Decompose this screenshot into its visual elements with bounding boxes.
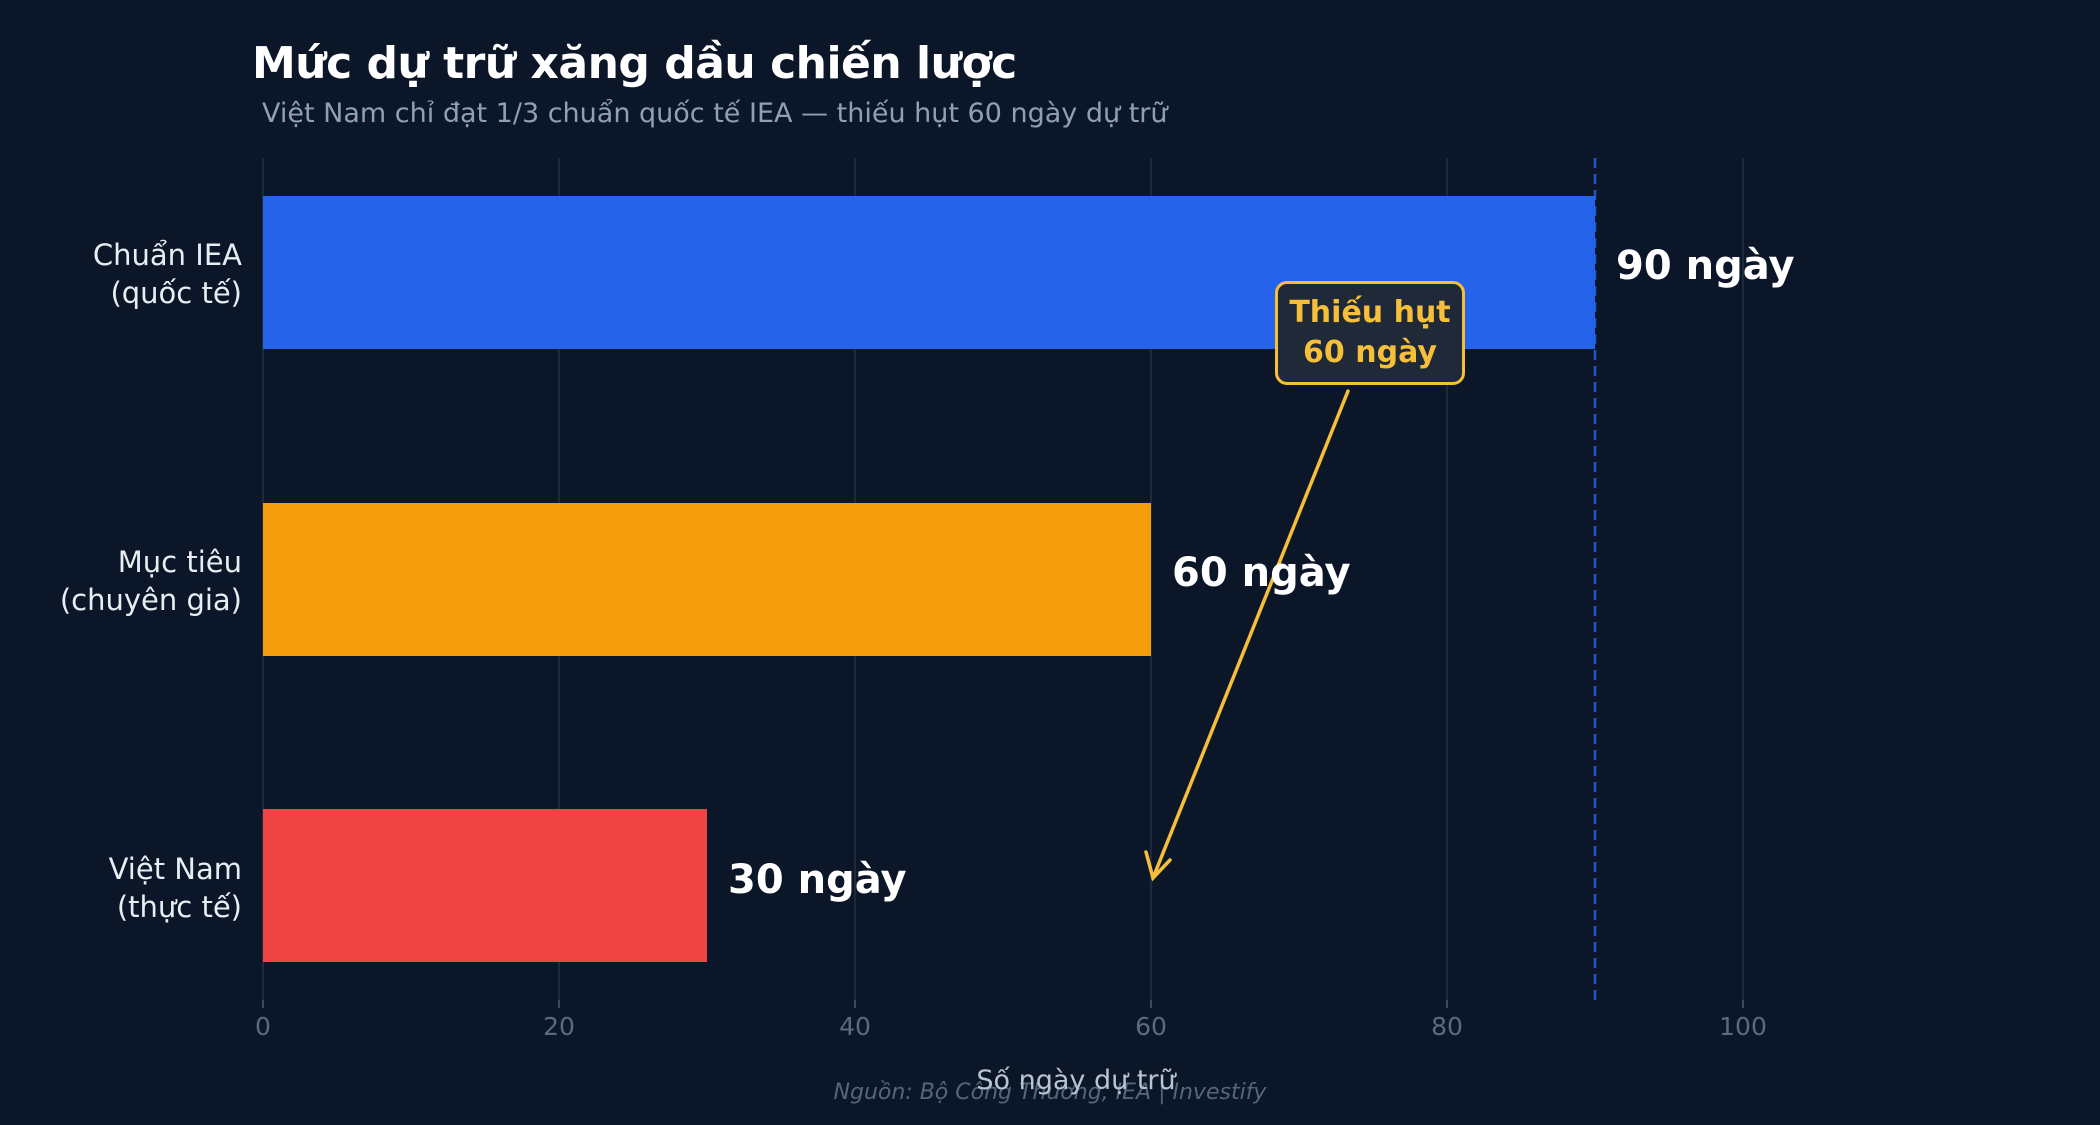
value-label-iea: 90 ngày xyxy=(1616,243,1795,289)
tick-marks xyxy=(262,1000,1744,1008)
x-tick-20: 20 xyxy=(543,1012,575,1041)
x-tick-100: 100 xyxy=(1719,1012,1767,1041)
x-tick-40: 40 xyxy=(839,1012,871,1041)
bar-target xyxy=(263,503,1151,656)
shortfall-callout: Thiếu hụt 60 ngày xyxy=(1275,281,1465,385)
chart-subtitle: Việt Nam chỉ đạt 1/3 chuẩn quốc tế IEA —… xyxy=(262,98,1168,129)
y-label-target: Mục tiêu (chuyên gia) xyxy=(59,545,242,617)
x-tick-80: 80 xyxy=(1431,1012,1463,1041)
y-label-iea: Chuẩn IEA (quốc tế) xyxy=(92,238,242,310)
x-axis-label: Số ngày dự trữ xyxy=(976,1065,1176,1096)
value-label-target: 60 ngày xyxy=(1172,550,1351,596)
chart-title: Mức dự trữ xăng dầu chiến lược xyxy=(252,38,1017,89)
annotation-arrow xyxy=(1144,389,1350,882)
source-note: Nguồn: Bộ Công Thương, IEA | Investify xyxy=(833,1080,1267,1105)
x-tick-0: 0 xyxy=(255,1012,271,1041)
x-tick-60: 60 xyxy=(1135,1012,1167,1041)
bar-vietnam xyxy=(263,809,707,962)
value-label-vietnam: 30 ngày xyxy=(728,857,907,903)
y-label-vietnam: Việt Nam (thực tế) xyxy=(108,852,242,924)
